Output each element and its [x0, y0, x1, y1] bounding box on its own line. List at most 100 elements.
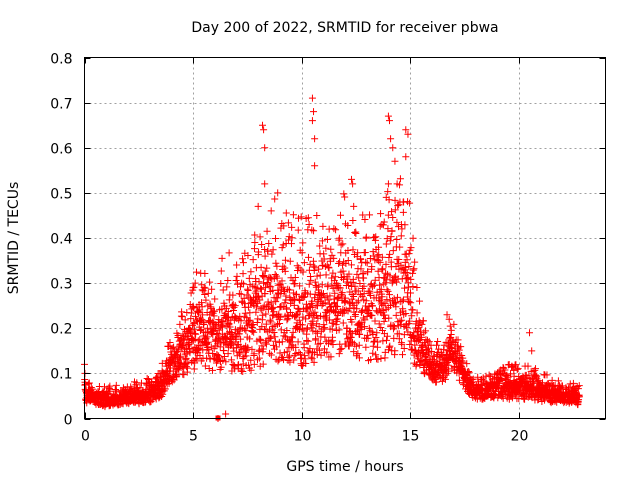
data-point — [312, 335, 320, 343]
data-point — [305, 221, 313, 229]
data-point — [413, 284, 421, 292]
data-point — [397, 232, 405, 240]
data-point — [87, 384, 95, 392]
data-point — [223, 319, 231, 327]
data-point — [245, 361, 253, 369]
data-point — [409, 282, 417, 290]
data-point — [409, 234, 417, 242]
data-point — [271, 333, 279, 341]
data-point — [198, 299, 206, 307]
data-point — [377, 210, 385, 218]
data-point — [377, 354, 385, 362]
data-point — [444, 367, 452, 375]
data-point — [319, 290, 327, 298]
data-point — [271, 271, 279, 278]
data-point — [217, 280, 225, 288]
data-point — [100, 383, 108, 391]
data-point — [362, 258, 370, 266]
data-point — [374, 257, 382, 265]
data-point — [447, 326, 455, 334]
data-point — [330, 225, 338, 233]
data-point — [306, 260, 314, 268]
data-point — [339, 261, 347, 269]
data-point — [448, 337, 456, 345]
data-point — [273, 262, 281, 270]
data-point — [220, 352, 228, 360]
data-point — [383, 332, 391, 340]
data-point — [230, 303, 238, 311]
data-point — [81, 380, 89, 388]
data-point — [500, 364, 508, 372]
data-point — [259, 360, 267, 368]
data-point — [357, 265, 365, 273]
data-point — [143, 374, 151, 382]
data-point-notable — [402, 153, 410, 161]
data-point — [190, 326, 198, 334]
data-point-notable — [259, 121, 267, 129]
data-point — [373, 252, 381, 260]
data-point — [446, 322, 454, 330]
data-point — [239, 255, 247, 263]
data-point — [315, 346, 323, 354]
data-point-notable — [384, 112, 392, 120]
data-point — [372, 334, 380, 342]
data-point — [375, 243, 383, 251]
data-point-notable — [389, 144, 397, 152]
data-point — [249, 321, 257, 329]
data-point — [422, 327, 430, 335]
data-point — [425, 338, 433, 346]
data-point — [283, 348, 291, 356]
data-point — [344, 221, 352, 229]
data-point — [177, 354, 185, 362]
data-point — [229, 291, 237, 299]
data-point — [233, 272, 241, 280]
data-point — [249, 256, 257, 264]
data-point — [187, 289, 195, 297]
data-point — [376, 281, 384, 289]
data-point — [229, 306, 237, 314]
data-point — [394, 202, 402, 210]
data-point — [372, 233, 380, 241]
data-point — [291, 280, 299, 288]
data-point — [239, 270, 247, 278]
data-point — [236, 312, 244, 320]
data-point — [418, 320, 426, 328]
data-point — [219, 286, 227, 294]
data-point — [189, 336, 197, 344]
data-point — [416, 297, 424, 305]
data-point — [281, 264, 289, 272]
data-point — [297, 213, 305, 221]
data-point — [316, 242, 324, 250]
data-point — [309, 321, 317, 329]
x-axis-label: GPS time / hours — [286, 459, 403, 475]
data-point — [259, 345, 267, 353]
data-point — [318, 237, 326, 245]
data-point — [258, 342, 266, 350]
data-point — [252, 308, 260, 316]
data-point-notable — [267, 207, 275, 215]
data-point — [250, 328, 258, 336]
data-point — [250, 360, 258, 368]
data-point — [387, 233, 395, 241]
data-point — [335, 350, 343, 358]
data-point — [453, 350, 461, 358]
data-point — [362, 297, 370, 305]
data-point — [211, 325, 219, 333]
data-point — [261, 290, 269, 298]
data-point — [378, 253, 386, 261]
data-point — [362, 233, 370, 241]
data-point — [198, 303, 206, 311]
x-tick-label: 15 — [402, 429, 420, 445]
data-point — [405, 317, 413, 325]
data-point — [383, 286, 391, 294]
data-point — [325, 225, 333, 233]
data-point — [455, 376, 463, 384]
data-point — [272, 259, 280, 267]
data-point — [532, 365, 540, 373]
data-point — [215, 326, 223, 334]
data-point — [407, 289, 415, 297]
data-point — [345, 342, 353, 350]
data-point — [514, 365, 522, 373]
